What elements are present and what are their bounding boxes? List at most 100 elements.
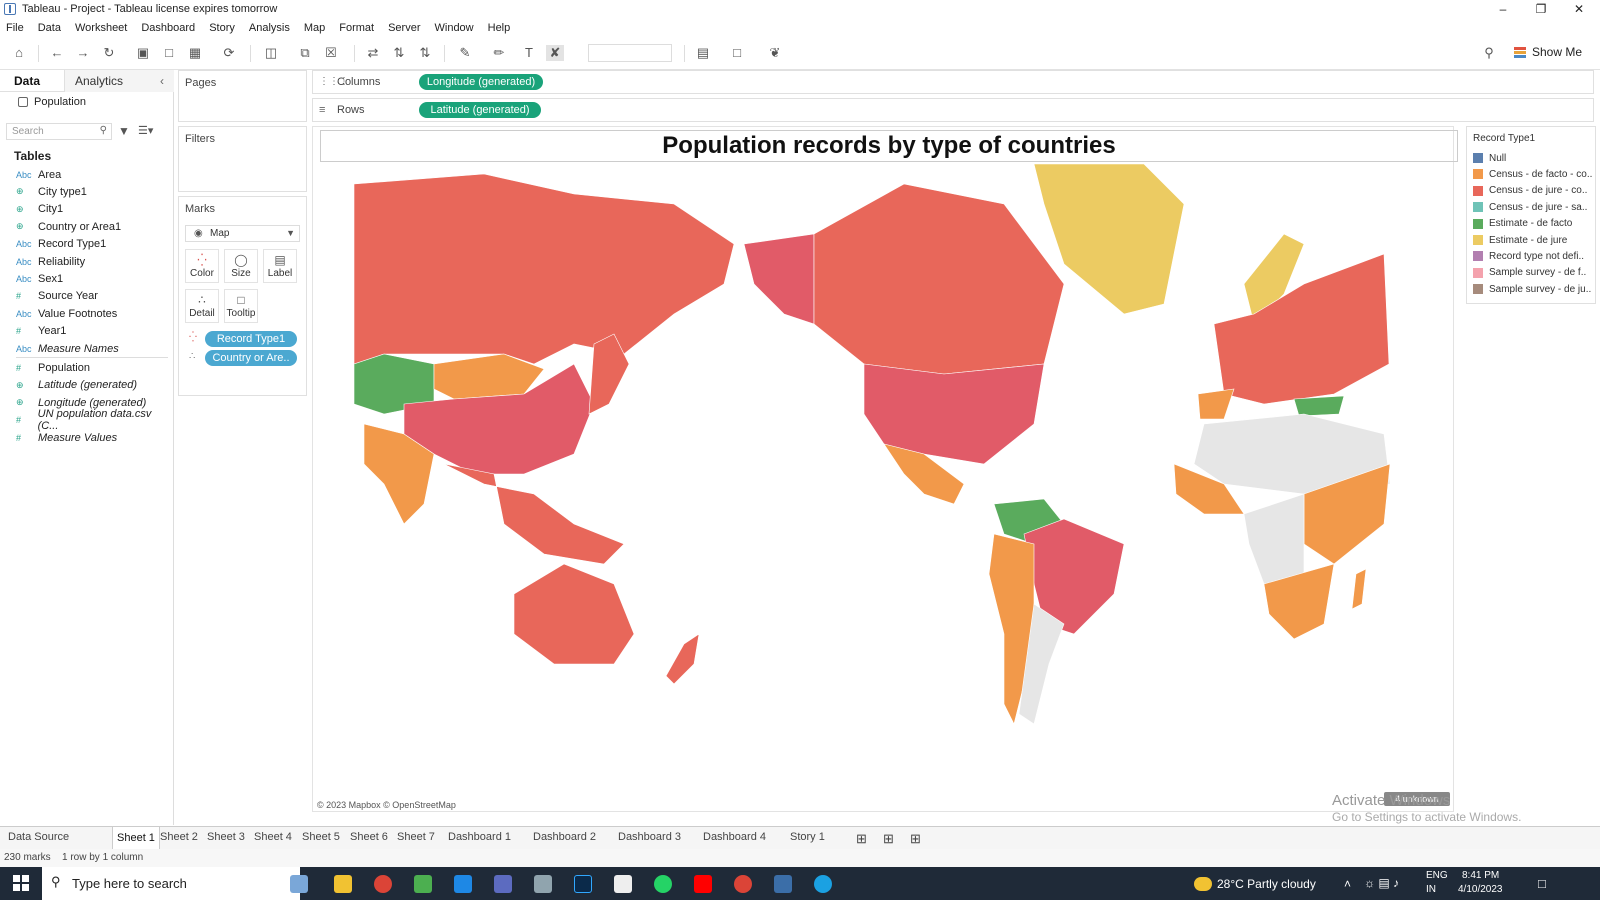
legend-item[interactable]: Census - de facto - co..: [1473, 167, 1593, 181]
menu-story[interactable]: Story: [209, 21, 235, 34]
sheet-tab[interactable]: Dashboard 3: [618, 831, 681, 843]
view-options-icon[interactable]: ☰▾: [138, 125, 154, 137]
longitude-pill[interactable]: Longitude (generated): [419, 74, 543, 90]
group-members-icon[interactable]: ✏: [493, 45, 505, 60]
map-region-japan[interactable]: [588, 333, 630, 415]
field-item[interactable]: Abc Record Type1: [16, 236, 106, 253]
language-secondary[interactable]: IN: [1426, 884, 1436, 895]
map-region-turkey[interactable]: [1293, 395, 1345, 417]
presentation-mode-icon[interactable]: □: [733, 45, 741, 60]
map-region-russia[interactable]: [353, 173, 735, 365]
sheet-tab[interactable]: Sheet 3: [207, 831, 245, 843]
latitude-pill[interactable]: Latitude (generated): [419, 102, 541, 118]
tab-analytics[interactable]: Analytics: [75, 74, 124, 88]
legend-item[interactable]: Census - de jure - sa..: [1473, 200, 1593, 214]
redo-icon[interactable]: →: [76, 45, 90, 60]
new-data-source-icon[interactable]: □: [165, 45, 173, 60]
sheet-tab[interactable]: Sheet 6: [350, 831, 388, 843]
label-button[interactable]: ▤ Label: [263, 249, 297, 283]
sheet-tab[interactable]: Sheet 4: [254, 831, 292, 843]
app-icon[interactable]: [414, 875, 432, 893]
close-button[interactable]: ✕: [1573, 2, 1585, 16]
save-icon[interactable]: ▣: [136, 45, 150, 60]
app-icon[interactable]: [454, 875, 472, 893]
unknown-indicator[interactable]: 4 unknown: [1384, 792, 1450, 806]
search-input[interactable]: Search ⚲: [6, 123, 112, 140]
map-region-mexico[interactable]: [883, 443, 965, 505]
menu-data[interactable]: Data: [37, 21, 61, 34]
datasource-name[interactable]: Population: [34, 96, 86, 108]
edge-icon[interactable]: [814, 875, 832, 893]
sheet-tab[interactable]: Sheet 7: [397, 831, 435, 843]
menu-map[interactable]: Map: [303, 21, 326, 34]
clock-time[interactable]: 8:41 PM: [1462, 870, 1500, 881]
legend-item[interactable]: Record type not defi..: [1473, 249, 1593, 263]
undo-icon[interactable]: ←: [50, 45, 64, 60]
replace-data-source-icon[interactable]: ↻: [103, 45, 115, 60]
swap-rows-columns-icon[interactable]: ⇄: [367, 45, 379, 60]
whatsapp-icon[interactable]: [654, 875, 672, 893]
sort-descending-icon[interactable]: ⇅: [419, 45, 431, 60]
menu-worksheet[interactable]: Worksheet: [74, 21, 128, 34]
chrome-icon[interactable]: [734, 875, 752, 893]
record-type-pill[interactable]: Record Type1: [205, 331, 297, 347]
rows-shelf[interactable]: ≡ Rows Latitude (generated): [312, 98, 1594, 122]
legend-item[interactable]: Sample survey - de f..: [1473, 266, 1593, 280]
sheet-tab[interactable]: Story 1: [790, 831, 825, 843]
map-region-southeast-asia[interactable]: [443, 463, 625, 565]
sheet-tab[interactable]: Sheet 2: [160, 831, 198, 843]
map-region-spain[interactable]: [1197, 388, 1235, 420]
youtube-icon[interactable]: [694, 875, 712, 893]
map-region-argentina[interactable]: [1018, 603, 1065, 725]
collapse-pane-icon[interactable]: ‹: [160, 74, 164, 88]
tray-network-volume-icons[interactable]: ☼ ▤ ♪: [1364, 876, 1400, 890]
fit-dropdown[interactable]: [588, 44, 672, 62]
sheet-tab[interactable]: Sheet 1: [112, 827, 160, 849]
menu-help[interactable]: Help: [487, 21, 511, 34]
legend-item[interactable]: Census - de jure - co..: [1473, 184, 1593, 198]
field-item[interactable]: # Measure Values: [16, 429, 117, 446]
map-region-alaska[interactable]: [743, 233, 815, 325]
clear-sheet-icon[interactable]: ☒: [325, 45, 337, 60]
map-region-new-zealand[interactable]: [665, 633, 700, 685]
field-item[interactable]: Abc Measure Names: [16, 340, 119, 357]
field-item[interactable]: ⊕ City1: [16, 201, 63, 218]
legend-item[interactable]: Estimate - de jure: [1473, 233, 1593, 247]
fix-axes-icon[interactable]: ✘: [546, 45, 564, 61]
field-item[interactable]: # Source Year: [16, 288, 98, 305]
new-dashboard-tab-icon[interactable]: ⊞: [883, 831, 894, 846]
map-region-australia[interactable]: [513, 563, 635, 665]
menu-window[interactable]: Window: [434, 21, 474, 34]
map-region-india[interactable]: [363, 423, 435, 525]
refresh-icon[interactable]: ⟳: [223, 45, 235, 60]
sheet-tab[interactable]: Dashboard 2: [533, 831, 596, 843]
menu-analysis[interactable]: Analysis: [248, 21, 290, 34]
field-item[interactable]: ⊕ Country or Area1: [16, 218, 121, 235]
view-title[interactable]: Population records by type of countries: [320, 130, 1458, 162]
new-worksheet-icon[interactable]: ◫: [264, 45, 278, 60]
map-region-andes[interactable]: [988, 533, 1035, 725]
map-region-greenland[interactable]: [1033, 164, 1185, 315]
windows-start-icon[interactable]: [13, 875, 29, 891]
tray-chevron-icon[interactable]: ˄: [1344, 877, 1352, 891]
field-item[interactable]: ⊕ City type1: [16, 183, 87, 200]
legend-item[interactable]: Estimate - de facto: [1473, 217, 1593, 231]
sheet-tab[interactable]: Dashboard 4: [703, 831, 766, 843]
language-primary[interactable]: ENG: [1426, 870, 1448, 881]
pause-updates-icon[interactable]: ▦: [188, 45, 202, 60]
menu-dashboard[interactable]: Dashboard: [141, 21, 196, 34]
show-cards-icon[interactable]: ▤: [696, 45, 710, 60]
duplicate-sheet-icon[interactable]: ⧉: [300, 45, 310, 60]
columns-shelf[interactable]: ⋮⋮⋮ Columns Longitude (generated): [312, 70, 1594, 94]
pin-icon[interactable]: ⚲: [1484, 45, 1494, 60]
new-story-tab-icon[interactable]: ⊞: [910, 831, 921, 846]
map-region-west-africa[interactable]: [1173, 463, 1245, 515]
tab-data[interactable]: Data: [14, 74, 41, 88]
sheet-tab[interactable]: Dashboard 1: [448, 831, 511, 843]
new-worksheet-tab-icon[interactable]: ⊞: [856, 831, 867, 846]
notification-icon[interactable]: □: [1538, 876, 1546, 891]
detail-button[interactable]: ∴ Detail: [185, 289, 219, 323]
field-item[interactable]: # Population: [16, 359, 90, 376]
pages-card[interactable]: Pages: [178, 70, 307, 122]
restore-button[interactable]: ❐: [1535, 2, 1547, 16]
